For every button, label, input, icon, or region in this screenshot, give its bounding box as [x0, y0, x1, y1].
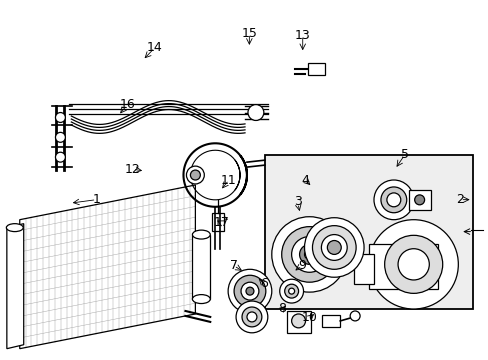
Circle shape — [190, 170, 200, 180]
Circle shape — [304, 249, 314, 260]
Bar — [368, 244, 438, 289]
Circle shape — [386, 193, 400, 207]
Text: 17: 17 — [213, 216, 229, 229]
Circle shape — [312, 226, 355, 269]
Bar — [353, 255, 373, 284]
Circle shape — [186, 166, 204, 184]
Bar — [192, 235, 210, 299]
Text: 11: 11 — [221, 174, 236, 186]
Circle shape — [271, 217, 346, 292]
Circle shape — [304, 218, 364, 277]
Circle shape — [55, 132, 65, 142]
Circle shape — [228, 269, 271, 313]
Circle shape — [291, 237, 326, 272]
Circle shape — [373, 180, 413, 220]
Bar — [212, 213, 224, 231]
Circle shape — [281, 227, 337, 282]
Text: 5: 5 — [400, 148, 408, 162]
Text: 7: 7 — [229, 259, 237, 272]
Circle shape — [349, 311, 359, 321]
Circle shape — [242, 307, 262, 327]
Circle shape — [246, 312, 256, 322]
Circle shape — [397, 249, 428, 280]
Circle shape — [288, 288, 294, 294]
Ellipse shape — [6, 224, 23, 231]
Text: 2: 2 — [456, 193, 464, 206]
Circle shape — [321, 235, 346, 260]
Circle shape — [247, 105, 264, 121]
Circle shape — [55, 152, 65, 162]
Circle shape — [234, 275, 265, 307]
Text: 10: 10 — [302, 311, 317, 324]
Circle shape — [326, 240, 341, 255]
Ellipse shape — [192, 294, 210, 303]
Circle shape — [384, 235, 442, 293]
Bar — [322, 315, 340, 327]
Bar — [286, 311, 311, 333]
Circle shape — [279, 279, 303, 303]
Text: 9: 9 — [297, 259, 305, 272]
Text: 6: 6 — [260, 277, 267, 290]
Circle shape — [380, 187, 406, 213]
Text: 14: 14 — [146, 41, 163, 54]
Text: 12: 12 — [125, 163, 141, 176]
Ellipse shape — [192, 230, 210, 239]
Polygon shape — [7, 224, 24, 349]
Text: 16: 16 — [119, 99, 135, 112]
Circle shape — [414, 195, 424, 205]
Text: 1: 1 — [92, 193, 100, 206]
Bar — [307, 63, 325, 75]
Text: 3: 3 — [293, 195, 301, 208]
Text: 15: 15 — [241, 27, 257, 40]
Circle shape — [284, 284, 298, 298]
Circle shape — [368, 220, 457, 309]
Circle shape — [241, 282, 258, 300]
Circle shape — [291, 314, 305, 328]
Text: 8: 8 — [278, 302, 286, 315]
Text: 13: 13 — [294, 29, 310, 42]
Bar — [408, 190, 429, 210]
Circle shape — [236, 301, 267, 333]
Bar — [264, 155, 472, 309]
Circle shape — [55, 113, 65, 122]
Circle shape — [245, 287, 253, 295]
Circle shape — [299, 244, 319, 264]
Text: 4: 4 — [301, 174, 308, 186]
